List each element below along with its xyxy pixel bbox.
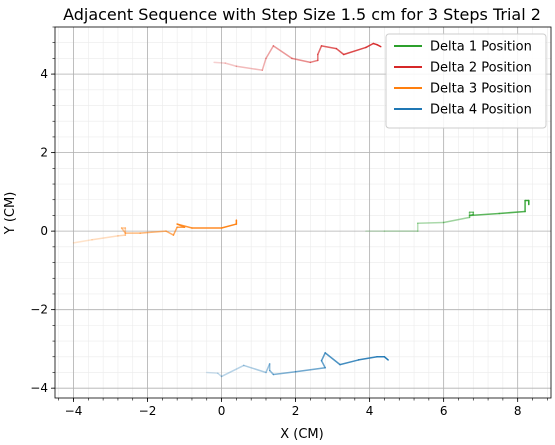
series-segment — [172, 226, 178, 236]
ticks: −4 −2 0 2 4 6 8 −4 −2 0 2 4 — [30, 26, 548, 418]
series-segment — [272, 370, 297, 376]
series-segment — [342, 46, 367, 56]
y-tick-label: 0 — [40, 224, 48, 238]
series-segment — [416, 221, 445, 225]
series-segment — [220, 364, 245, 378]
y-axis-label: Y (CM) — [3, 192, 18, 236]
series-segment — [268, 369, 275, 376]
x-tick-label: −2 — [139, 404, 157, 418]
series-segment — [442, 216, 471, 224]
series-segment — [120, 227, 127, 234]
series-segment — [217, 372, 223, 378]
series-3 — [72, 219, 238, 244]
x-tick-label: 0 — [218, 404, 226, 418]
series-segment — [324, 352, 341, 366]
series-segment — [376, 43, 382, 48]
series-layer — [72, 42, 530, 378]
series-segment — [243, 364, 267, 374]
series-segment — [320, 352, 326, 362]
series-segment — [339, 359, 360, 366]
series-segment — [265, 363, 271, 374]
legend-label: Delta 4 Position — [430, 103, 532, 118]
series-segment — [365, 42, 375, 49]
major-grid — [55, 27, 551, 398]
series-1 — [365, 199, 530, 232]
series-2 — [213, 42, 382, 71]
series-segment — [139, 230, 167, 234]
series-segment — [383, 356, 389, 361]
series-segment — [335, 47, 345, 56]
y-tick-label: −2 — [30, 303, 48, 317]
series-segment — [468, 212, 500, 217]
y-tick-label: 2 — [40, 146, 48, 160]
series-segment — [235, 65, 264, 71]
x-tick-label: 8 — [514, 404, 522, 418]
series-segment — [357, 356, 378, 361]
x-axis-label: X (CM) — [280, 427, 323, 442]
series-segment — [294, 367, 326, 373]
series-segment — [165, 230, 175, 236]
x-tick-label: 2 — [292, 404, 300, 418]
legend-label: Delta 1 Position — [430, 40, 532, 55]
y-tick-label: −4 — [30, 381, 48, 395]
series-segment — [224, 62, 238, 68]
plot-frame — [54, 26, 552, 399]
series-segment — [320, 45, 338, 50]
legend-label: Delta 3 Position — [430, 82, 532, 97]
series-segment — [291, 57, 312, 64]
series-segment — [91, 235, 119, 241]
series-segment — [320, 359, 326, 369]
series-segment — [117, 234, 127, 237]
series-segment — [213, 61, 227, 64]
series-segment — [206, 371, 219, 375]
series-segment — [309, 59, 319, 64]
series-segment — [265, 45, 275, 60]
x-tick-label: 4 — [366, 404, 374, 418]
x-tick-label: −4 — [65, 404, 83, 418]
x-tick-label: 6 — [440, 404, 448, 418]
legend-label: Delta 2 Position — [430, 61, 532, 76]
series-segment — [220, 223, 238, 229]
series-segment — [272, 45, 293, 60]
series-segment — [72, 239, 93, 244]
series-4 — [206, 352, 389, 378]
y-tick-label: 4 — [40, 67, 48, 81]
series-segment — [317, 45, 323, 56]
legend-box — [385, 33, 547, 129]
series-segment — [498, 210, 526, 215]
chart-title: Adjacent Sequence with Step Size 1.5 cm … — [63, 5, 541, 24]
legend: Delta 1 Position Delta 2 Position Delta 3 … — [385, 33, 547, 129]
series-segment — [176, 223, 193, 229]
series-segment — [261, 57, 267, 71]
